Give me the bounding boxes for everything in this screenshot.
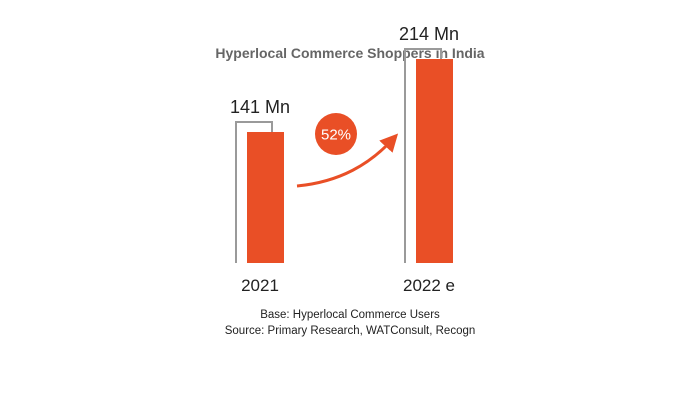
x-tick-label: 2021 bbox=[241, 276, 279, 295]
growth-badge-circle bbox=[315, 113, 357, 155]
bar-value-label: 214 Mn bbox=[399, 24, 459, 44]
growth-arrow bbox=[296, 133, 399, 188]
bar-outline bbox=[404, 48, 442, 263]
bar bbox=[247, 132, 284, 263]
base-note: Base: Hyperlocal Commerce Users bbox=[260, 309, 440, 321]
chart-title: Hyperlocal Commerce Shoppers in India bbox=[215, 45, 484, 61]
bar-value-label: 141 Mn bbox=[230, 97, 290, 117]
growth-badge-label: 52% bbox=[321, 127, 351, 144]
bar-outline bbox=[235, 121, 273, 263]
source-note: Source: Primary Research, WATConsult, Re… bbox=[225, 325, 476, 337]
bars-layer: 141 Mn 2021 214 Mn 2022 e bbox=[230, 24, 459, 295]
growth-badge: 52% bbox=[315, 113, 357, 155]
bar bbox=[416, 59, 453, 263]
x-tick-label: 2022 e bbox=[403, 276, 455, 295]
